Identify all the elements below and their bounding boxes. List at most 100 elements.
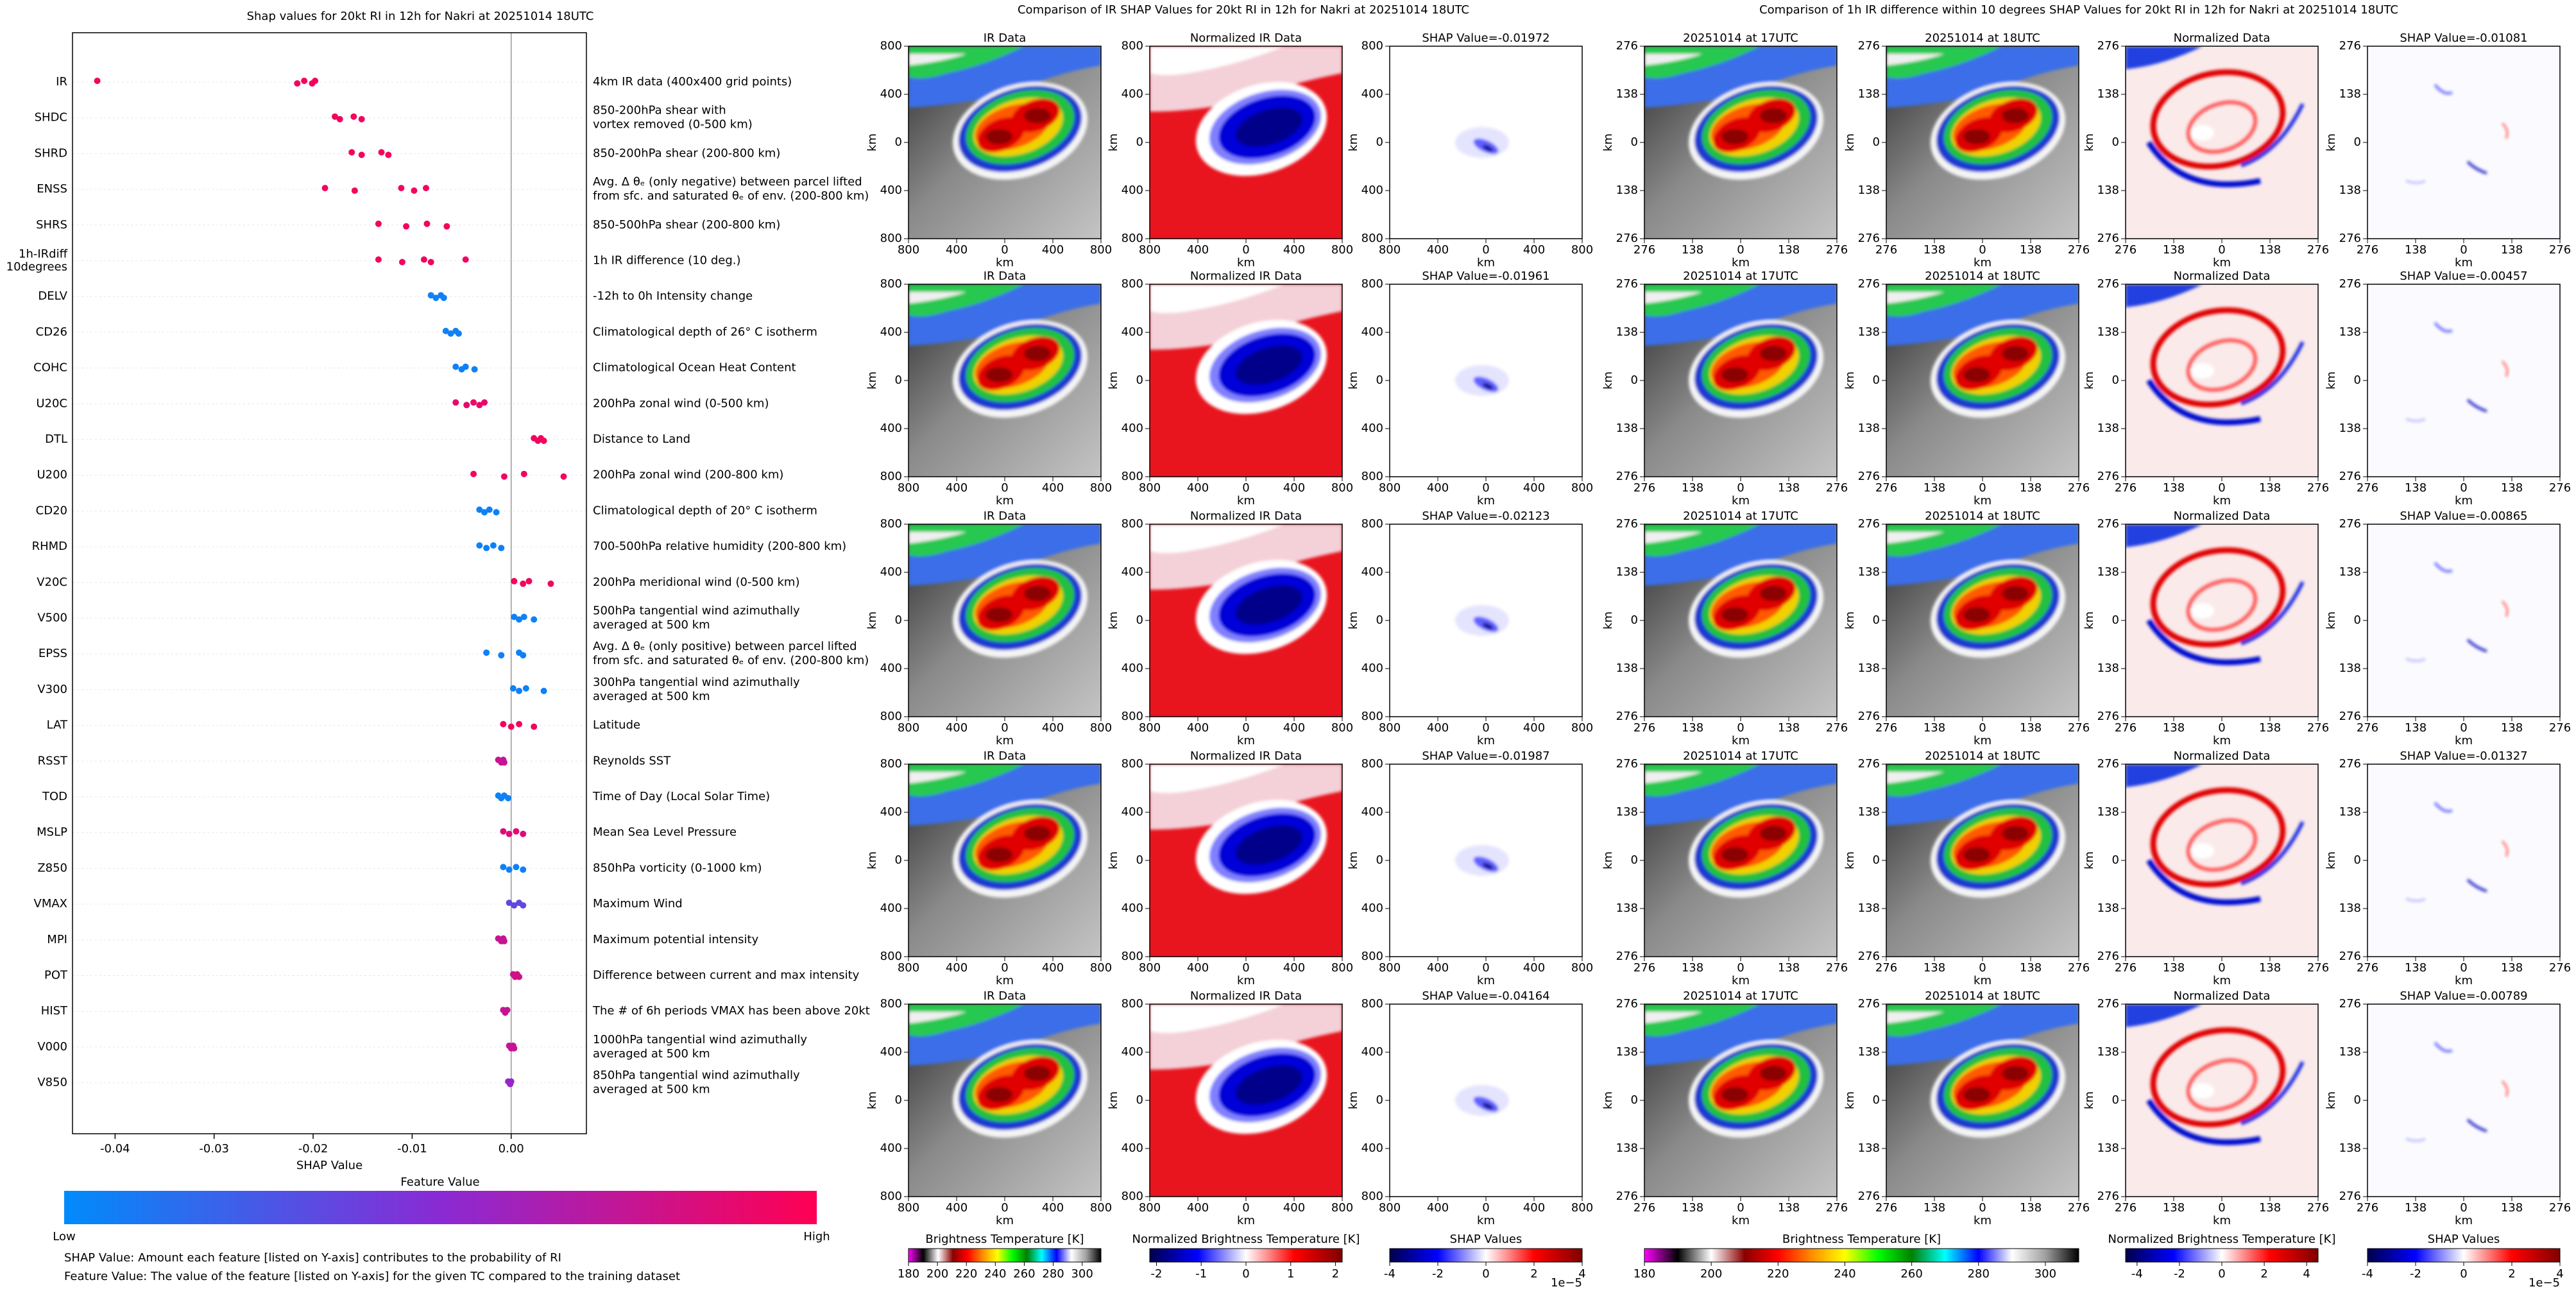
y-axis-label: km (2083, 851, 2096, 869)
y-axis-label: km (1601, 851, 1615, 869)
y-tick-label: 0 (2354, 613, 2361, 627)
colorbar-tick-label: 280 (1042, 1267, 1064, 1281)
image-panel (1644, 1004, 1837, 1197)
y-tick-label: 800 (880, 277, 902, 291)
x-tick-label: 400 (1042, 721, 1064, 735)
y-tick-label: 0 (895, 373, 902, 387)
x-tick-label: 138 (2163, 243, 2185, 257)
colorbar-tick-label: 280 (1968, 1267, 1990, 1281)
x-tick-label: 138 (1778, 721, 1800, 735)
image-panel (1390, 1004, 1582, 1197)
colorbar-tick-label: 0 (1482, 1267, 1489, 1281)
x-tick-label: 400 (1427, 481, 1449, 495)
colorbar-tick-label: 260 (1013, 1267, 1035, 1281)
y-tick-label: 800 (1122, 1190, 1143, 1203)
x-tick-label: 138 (1682, 721, 1703, 735)
y-tick-label: 0 (2112, 1093, 2119, 1107)
y-axis-label: km (1347, 1091, 1360, 1109)
shap-point (520, 902, 527, 909)
x-tick-label: 0 (2460, 961, 2467, 975)
x-tick-label: 800 (1571, 1201, 1593, 1215)
x-tick-label: 400 (1042, 243, 1064, 257)
shap-point (94, 78, 101, 84)
y-tick-label: 276 (2097, 1190, 2119, 1203)
y-tick-label: 800 (1361, 39, 1383, 53)
y-tick-label: 276 (2339, 950, 2361, 963)
shap-point (506, 830, 513, 837)
x-tick-label: 400 (1042, 481, 1064, 495)
y-tick-label: 800 (880, 950, 902, 963)
x-axis-label: km (1237, 256, 1255, 269)
y-tick-label: 276 (1858, 39, 1880, 53)
feature-label: V20C (37, 576, 67, 589)
shap-point (520, 580, 527, 587)
y-tick-label: 138 (1858, 325, 1880, 339)
y-tick-label: 276 (1858, 950, 1880, 963)
feature-label: VMAX (34, 897, 68, 910)
feature-description: Mean Sea Level Pressure (593, 826, 737, 839)
x-tick-label: 138 (2405, 481, 2427, 495)
x-axis-label: km (1974, 494, 1992, 508)
image-panel (908, 764, 1101, 957)
image-panel (908, 1004, 1101, 1197)
image-panel (1886, 764, 2079, 957)
x-axis-label: km (1477, 256, 1495, 269)
x-axis-label: km (1732, 734, 1750, 747)
y-axis-label: km (1107, 851, 1120, 869)
y-tick-label: 138 (2339, 805, 2361, 819)
colorbar-high: High (803, 1230, 830, 1243)
colorbar-tick-label: -4 (2131, 1267, 2143, 1281)
colorbar-tick-label: -1 (1195, 1267, 1207, 1281)
shap-point (331, 113, 338, 120)
image-panel (2126, 46, 2318, 239)
x-tick-label: 138 (2405, 721, 2427, 735)
panel-title: Normalized IR Data (1190, 989, 1302, 1003)
feature-description: The # of 6h periods VMAX has been above … (592, 1004, 870, 1018)
colorbar (2367, 1248, 2561, 1263)
shap-point (423, 220, 431, 227)
x-tick-label: 138 (2020, 961, 2042, 975)
shap-point (440, 295, 447, 302)
feature-description: from sfc. and saturated θₑ of env. (200-… (593, 189, 869, 203)
y-tick-label: 0 (1376, 373, 1383, 387)
y-tick-label: 138 (1616, 901, 1638, 915)
shap-point (490, 542, 497, 549)
x-tick-label: 276 (2115, 1201, 2137, 1215)
x-tick-label: 800 (898, 481, 919, 495)
x-tick-label: 0 (1242, 961, 1249, 975)
feature-label: MPI (47, 933, 67, 946)
x-tick-label: 800 (1379, 243, 1401, 257)
x-tick-label: 276 (2357, 243, 2378, 257)
x-tick-label: 276 (2068, 961, 2090, 975)
y-tick-label: 400 (1361, 565, 1383, 579)
shap-point (452, 363, 459, 370)
colorbar-label: SHAP Values (1450, 1233, 1523, 1246)
x-tick-label: 0 (2460, 243, 2467, 257)
feature-label: V850 (37, 1076, 67, 1089)
shap-point (506, 866, 513, 873)
x-tick-label: 138 (2020, 1201, 2042, 1215)
x-tick-label: 276 (1826, 1201, 1848, 1215)
y-tick-label: 800 (1361, 517, 1383, 531)
y-tick-label: 276 (1858, 757, 1880, 771)
y-tick-label: 0 (895, 613, 902, 627)
feature-description: Maximum Wind (593, 897, 683, 910)
image-panel (1886, 284, 2079, 477)
shap-point (531, 723, 538, 730)
y-axis-label: km (866, 1091, 879, 1109)
image-panel (1644, 764, 1837, 957)
x-tick-label: 138 (2501, 243, 2523, 257)
y-tick-label: 0 (1136, 1093, 1143, 1107)
image-panel (1644, 284, 1837, 477)
image-panel (2126, 524, 2318, 717)
y-tick-label: 0 (895, 853, 902, 867)
image-panel (2367, 1004, 2560, 1197)
x-tick-label: 276 (2357, 481, 2378, 495)
colorbar-tick-label: 240 (984, 1267, 1006, 1281)
shap-point (516, 721, 523, 728)
shap-point (498, 545, 505, 552)
x-tick-label: -0.04 (100, 1142, 130, 1156)
x-axis-label: km (1477, 974, 1495, 987)
y-tick-label: 800 (1122, 950, 1143, 963)
x-tick-label: 800 (1139, 721, 1161, 735)
